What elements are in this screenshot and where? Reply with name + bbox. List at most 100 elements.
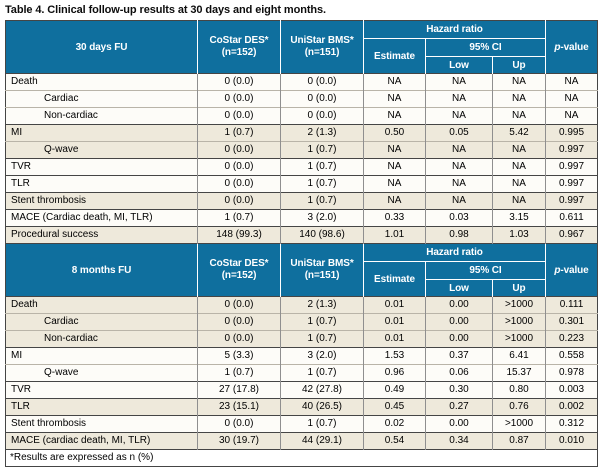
ci-low-cell: NA <box>425 175 493 193</box>
body-30-days: Death 0 (0.0) 0 (0.0) NA NA NA NA Cardia… <box>5 73 598 244</box>
unistar-name: UniStar BMS* <box>290 35 354 46</box>
row-label-cell: MACE (cardiac death, MI, TLR) <box>5 432 198 450</box>
ci-up-cell: 15.37 <box>492 364 546 382</box>
hr-estimate-cell: 0.49 <box>363 381 426 399</box>
table-row: TLR 0 (0.0) 1 (0.7) NA NA NA 0.997 <box>5 175 598 193</box>
column-header-costar: CoStar DES* (n=152) <box>197 20 281 74</box>
ci-low-cell: 0.34 <box>425 432 493 450</box>
ci-low-cell: 0.37 <box>425 347 493 365</box>
unistar-value-cell: 1 (0.7) <box>280 330 364 348</box>
body-8-months: Death 0 (0.0) 2 (1.3) 0.01 0.00 >1000 0.… <box>5 296 598 450</box>
costar-value-cell: 0 (0.0) <box>197 107 281 125</box>
ci-up-cell: 0.76 <box>492 398 546 416</box>
costar-value-cell: 30 (19.7) <box>197 432 281 450</box>
column-header-up: Up <box>492 279 546 297</box>
column-header-hazard-ratio: Hazard ratio <box>363 243 546 262</box>
ci-low-cell: 0.27 <box>425 398 493 416</box>
ci-low-cell: 0.30 <box>425 381 493 399</box>
ci-up-cell: NA <box>492 141 546 159</box>
ci-up-cell: 1.03 <box>492 226 546 244</box>
row-label-cell: TVR <box>5 381 198 399</box>
hr-estimate-cell: 0.02 <box>363 415 426 433</box>
p-value-cell: 0.111 <box>545 296 598 314</box>
ci-low-cell: 0.00 <box>425 415 493 433</box>
row-label-cell: Procedural success <box>5 226 198 244</box>
ci-up-cell: 5.42 <box>492 124 546 142</box>
unistar-value-cell: 1 (0.7) <box>280 192 364 210</box>
table-row: Stent thrombosis 0 (0.0) 1 (0.7) NA NA N… <box>5 192 598 210</box>
ci-low-cell: NA <box>425 192 493 210</box>
row-label-cell: MACE (Cardiac death, MI, TLR) <box>5 209 198 227</box>
p-value-cell: 0.002 <box>545 398 598 416</box>
table-footer: *Results are expressed as n (%) <box>5 449 598 467</box>
p-value-cell: 0.558 <box>545 347 598 365</box>
costar-value-cell: 0 (0.0) <box>197 330 281 348</box>
row-label-cell: Q-wave <box>5 141 198 159</box>
unistar-value-cell: 2 (1.3) <box>280 124 364 142</box>
column-header-95ci: 95% CI <box>425 261 546 280</box>
table-row: MACE (cardiac death, MI, TLR) 30 (19.7) … <box>5 432 598 450</box>
unistar-value-cell: 3 (2.0) <box>280 347 364 365</box>
table-row: Non-cardiac 0 (0.0) 0 (0.0) NA NA NA NA <box>5 107 598 125</box>
row-label-cell: Death <box>5 73 198 91</box>
ci-low-cell: 0.03 <box>425 209 493 227</box>
unistar-value-cell: 0 (0.0) <box>280 90 364 108</box>
table-row: TLR 23 (15.1) 40 (26.5) 0.45 0.27 0.76 0… <box>5 398 598 416</box>
p-value-cell: 0.611 <box>545 209 598 227</box>
costar-n: (n=152) <box>221 47 257 58</box>
hr-estimate-cell: NA <box>363 107 426 125</box>
table-row: Cardiac 0 (0.0) 0 (0.0) NA NA NA NA <box>5 90 598 108</box>
ci-up-cell: NA <box>492 90 546 108</box>
ci-up-cell: NA <box>492 73 546 91</box>
section-label-30-days: 30 days FU <box>5 20 198 74</box>
ci-low-cell: 0.00 <box>425 313 493 331</box>
unistar-value-cell: 1 (0.7) <box>280 364 364 382</box>
table-row: TVR 27 (17.8) 42 (27.8) 0.49 0.30 0.80 0… <box>5 381 598 399</box>
p-value-cell: 0.223 <box>545 330 598 348</box>
p-value-cell: 0.978 <box>545 364 598 382</box>
costar-name: CoStar DES* <box>209 258 269 269</box>
row-label-cell: Non-cardiac <box>5 107 198 125</box>
unistar-value-cell: 0 (0.0) <box>280 107 364 125</box>
ci-low-cell: NA <box>425 158 493 176</box>
costar-n: (n=152) <box>221 270 257 281</box>
p-value-cell: 0.995 <box>545 124 598 142</box>
p-italic: p <box>554 41 561 53</box>
ci-up-cell: NA <box>492 158 546 176</box>
row-label-cell: Cardiac <box>5 90 198 108</box>
p-value-cell: 0.967 <box>545 226 598 244</box>
row-label-cell: MI <box>5 347 198 365</box>
costar-value-cell: 0 (0.0) <box>197 158 281 176</box>
table-row: Q-wave 1 (0.7) 1 (0.7) 0.96 0.06 15.37 0… <box>5 364 598 382</box>
hr-estimate-cell: NA <box>363 73 426 91</box>
hr-estimate-cell: 0.50 <box>363 124 426 142</box>
table-row: MACE (Cardiac death, MI, TLR) 1 (0.7) 3 … <box>5 209 598 227</box>
ci-up-cell: 3.15 <box>492 209 546 227</box>
costar-value-cell: 0 (0.0) <box>197 175 281 193</box>
table-title: Table 4. Clinical follow-up results at 3… <box>5 4 327 16</box>
ci-up-cell: 0.80 <box>492 381 546 399</box>
costar-value-cell: 0 (0.0) <box>197 192 281 210</box>
ci-low-cell: 0.05 <box>425 124 493 142</box>
header-row-3: Low Up <box>6 279 598 297</box>
unistar-value-cell: 1 (0.7) <box>280 313 364 331</box>
table-row: MI 1 (0.7) 2 (1.3) 0.50 0.05 5.42 0.995 <box>5 124 598 142</box>
unistar-value-cell: 0 (0.0) <box>280 73 364 91</box>
ci-low-cell: NA <box>425 73 493 91</box>
p-value-cell: 0.997 <box>545 175 598 193</box>
costar-value-cell: 0 (0.0) <box>197 415 281 433</box>
row-label-cell: Cardiac <box>5 313 198 331</box>
p-value-cell: 0.010 <box>545 432 598 450</box>
p-value-cell: 0.312 <box>545 415 598 433</box>
unistar-value-cell: 1 (0.7) <box>280 158 364 176</box>
header-30-days: 30 days FU CoStar DES* (n=152) UniStar B… <box>5 20 598 74</box>
table-row: Death 0 (0.0) 2 (1.3) 0.01 0.00 >1000 0.… <box>5 296 598 314</box>
row-label-cell: Stent thrombosis <box>5 192 198 210</box>
unistar-n: (n=151) <box>304 47 340 58</box>
column-header-costar: CoStar DES* (n=152) <box>197 243 281 297</box>
p-value-cell: NA <box>545 73 598 91</box>
column-header-unistar: UniStar BMS* (n=151) <box>280 20 364 74</box>
ci-low-cell: NA <box>425 90 493 108</box>
column-header-estimate: Estimate <box>363 38 426 74</box>
costar-value-cell: 0 (0.0) <box>197 73 281 91</box>
